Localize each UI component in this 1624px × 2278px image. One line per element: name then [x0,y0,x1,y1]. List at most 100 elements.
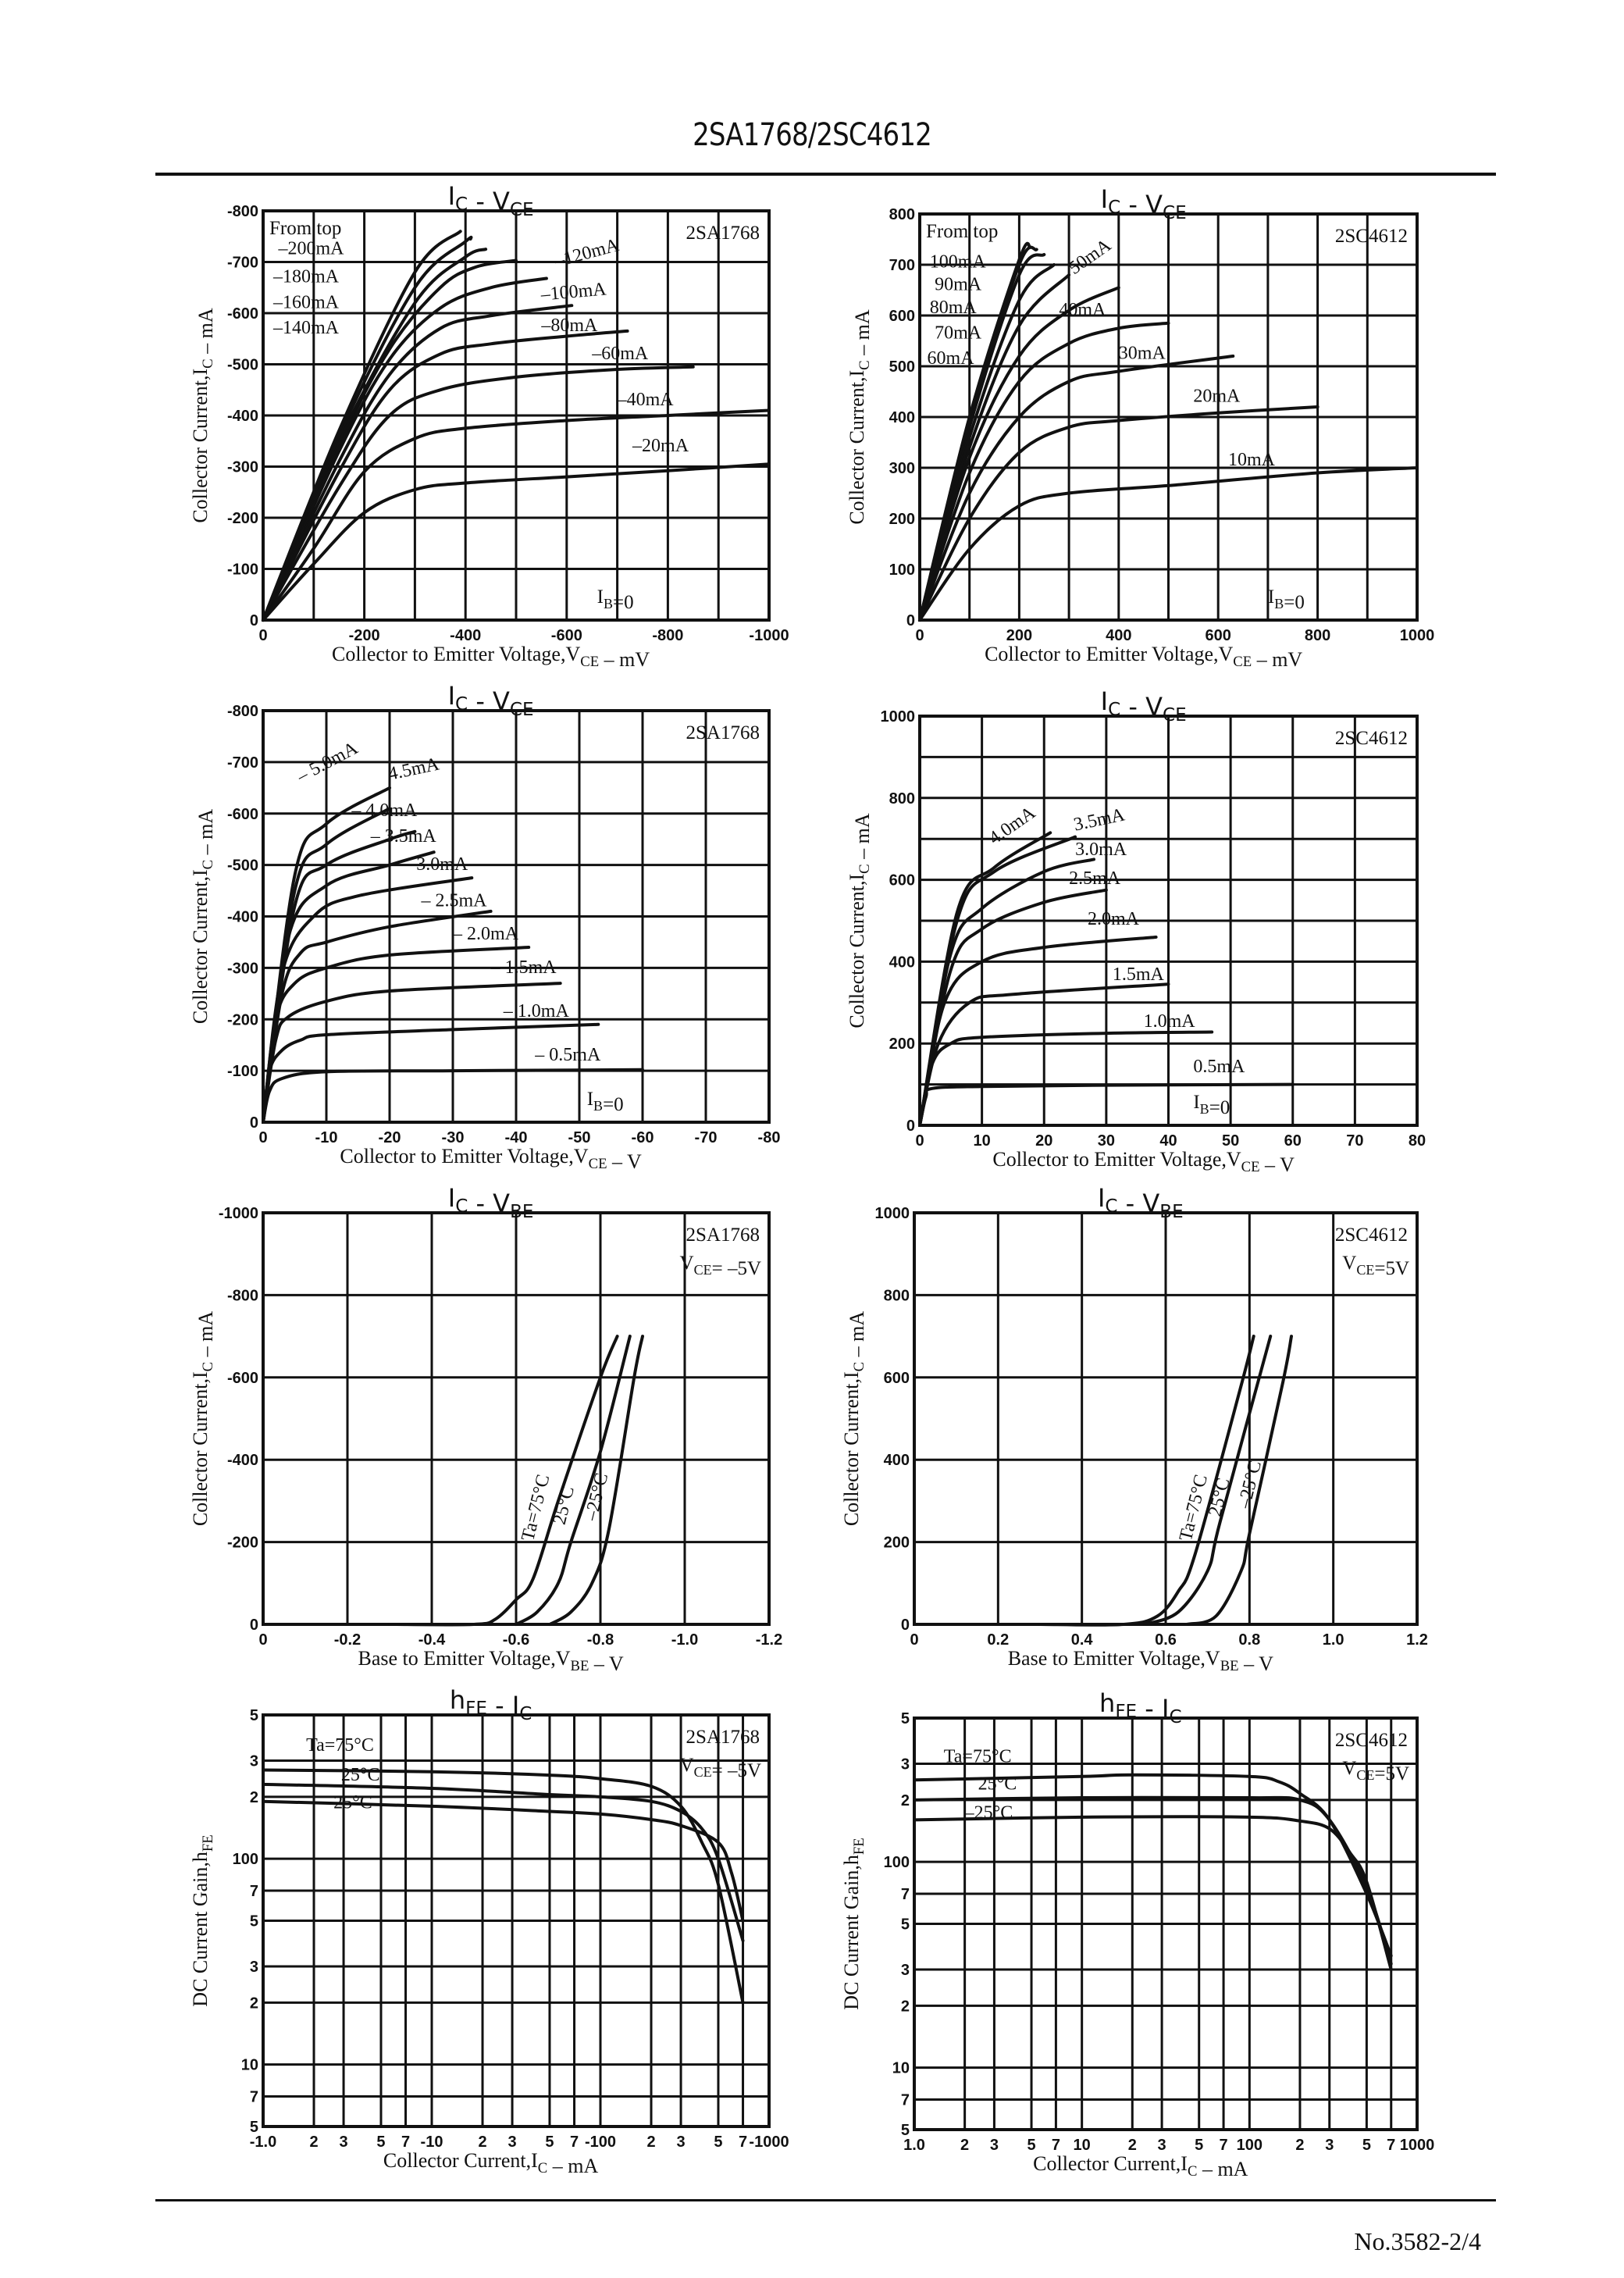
y-tick-label: 2 [250,1995,258,2012]
series-curve [262,230,462,622]
condition-label: VCE=5V [1342,1758,1409,1784]
y-tick-label: 5 [250,2119,258,2136]
series-curve [1143,1335,1273,1626]
chart-title-part: h [1099,1688,1115,1718]
y-tick-label: 100 [884,1854,910,1871]
y-axis-label-part: C [200,1362,216,1371]
document-title: 2SA1768/2SC4612 [693,117,932,153]
x-tick-label: 10 [1074,2137,1091,2154]
y-axis-label: Collector Current,IC – mA [189,809,217,1025]
x-axis-label-part: Base to Emitter Voltage,V [358,1647,570,1670]
ib-zero-note-part: I [1268,586,1274,608]
device-label: 2SA1768 [686,1727,760,1748]
chart-title-part: C [1108,700,1120,720]
x-axis-label: Base to Emitter Voltage,VBE – V [1008,1647,1273,1675]
x-tick-label: 40 [1159,1132,1177,1150]
y-tick-label: -600 [227,305,258,323]
y-tick-label: 5 [901,1916,910,1934]
y-tick-label: 800 [889,790,915,807]
series-label: –100mA [540,279,608,305]
series-label: –180mA [272,267,340,287]
x-tick-label: -10 [421,2134,443,2151]
x-tick-label: -600 [551,627,582,644]
ib-zero-note: IB=0 [587,1089,624,1115]
series-curve [918,831,1052,1127]
x-tick-label: 0.4 [1071,1631,1094,1649]
ib-zero-note-part: I [597,586,604,608]
series-label: –80mA [540,315,598,336]
x-tick-label: 400 [1106,627,1131,644]
x-tick-label: 70 [1346,1132,1363,1150]
ib-zero-note-part: B [1274,596,1284,611]
x-tick-label: 3 [1158,2137,1166,2154]
x-tick-label: 60 [1284,1132,1302,1150]
ib-zero-note-part: I [587,1089,593,1110]
y-axis-label-part: FE [851,1838,867,1855]
x-tick-label: -200 [349,627,380,644]
series-curve [1038,1335,1255,1627]
x-tick-label: 0 [915,627,924,644]
y-tick-label: -800 [227,203,258,220]
series-label: 25°C [978,1774,1017,1794]
chart-5: 0 -0.2 -0.4 -0.6 -0.8 -1.0 -1.2 0 -200 -400 -600 -8… [189,1183,782,1675]
x-tick-label: 2 [960,2137,969,2154]
series-label: – 1.0mA [503,1001,570,1021]
chart-title-part: - V [468,1189,510,1218]
chart-title: IC - VCE [1101,184,1187,223]
y-tick-label: 7 [901,1886,910,1903]
y-axis-label-part: Collector Current,I [846,874,868,1028]
x-tick-label: -80 [758,1129,781,1146]
x-axis-label-part: – mA [547,2155,598,2177]
y-tick-label: 5 [250,1913,258,1930]
x-axis-label-part: Collector to Emitter Voltage,V [985,643,1233,665]
x-axis-label-part: – mA [1197,2158,1248,2180]
x-axis-label-part: Collector to Emitter Voltage,V [992,1148,1241,1171]
series-label: – 2.5mA [421,890,488,911]
x-axis-label-part: – mV [599,648,650,671]
x-axis-label-part: – V [589,1652,624,1675]
y-tick-label: 600 [889,872,915,889]
x-axis-label: Collector to Emitter Voltage,VCE – V [992,1148,1295,1176]
series-label: –20mA [632,436,689,456]
y-tick-label: 5 [901,1710,910,1727]
y-tick-label: 200 [884,1535,910,1552]
x-axis-label-part: C [1188,2163,1197,2180]
chart-title-part: CE [510,200,534,220]
device-label: 2SC4612 [1335,728,1408,749]
series-label: – 0.5mA [534,1045,601,1065]
chart-title-part: C [455,194,468,215]
condition-label-part: =5V [1374,1258,1409,1279]
x-axis-label-part: Base to Emitter Voltage,V [1008,1647,1220,1670]
condition-label: VCE= –5V [680,1253,761,1279]
y-tick-label: -500 [227,357,258,374]
y-tick-label: 5 [250,1707,258,1724]
x-tick-label: -0.4 [418,1631,446,1649]
series-curve [913,1815,1393,1971]
x-tick-label: 1.0 [1323,1631,1344,1649]
condition-label-part: CE [1356,1262,1374,1278]
y-tick-label: -800 [227,1287,258,1304]
device-label: 2SA1768 [686,223,760,244]
chart-title-part: C [455,1196,468,1217]
x-tick-label: 80 [1409,1132,1426,1150]
chart-7: -1.0 2 3 5 7 -10 2 3 5 7 -100 2 3 5 7 -1000571023571002… [189,1685,789,2177]
y-axis-label-part: C [200,358,216,368]
y-axis-label-part: – mA [194,809,217,860]
y-tick-label: 3 [250,1752,258,1770]
x-tick-label: -20 [379,1129,401,1146]
y-tick-label: -300 [227,960,258,977]
chart-title-part: I [448,181,455,211]
y-tick-label: 200 [889,1036,915,1053]
series-curve [515,1335,632,1626]
x-tick-label: 2 [1128,2137,1137,2154]
y-axis-label-part: – mA [851,309,874,360]
condition-label-part: CE [694,1764,712,1780]
series-label: –25°C [581,1471,612,1524]
series-label: 25°C [341,1765,380,1785]
y-tick-label: -300 [227,459,258,476]
series-label: Ta=75°C [944,1747,1012,1767]
ib-zero-note: IB=0 [1268,586,1305,613]
x-tick-label: 7 [1052,2137,1060,2154]
chart-title: IC - VCE [448,181,534,220]
